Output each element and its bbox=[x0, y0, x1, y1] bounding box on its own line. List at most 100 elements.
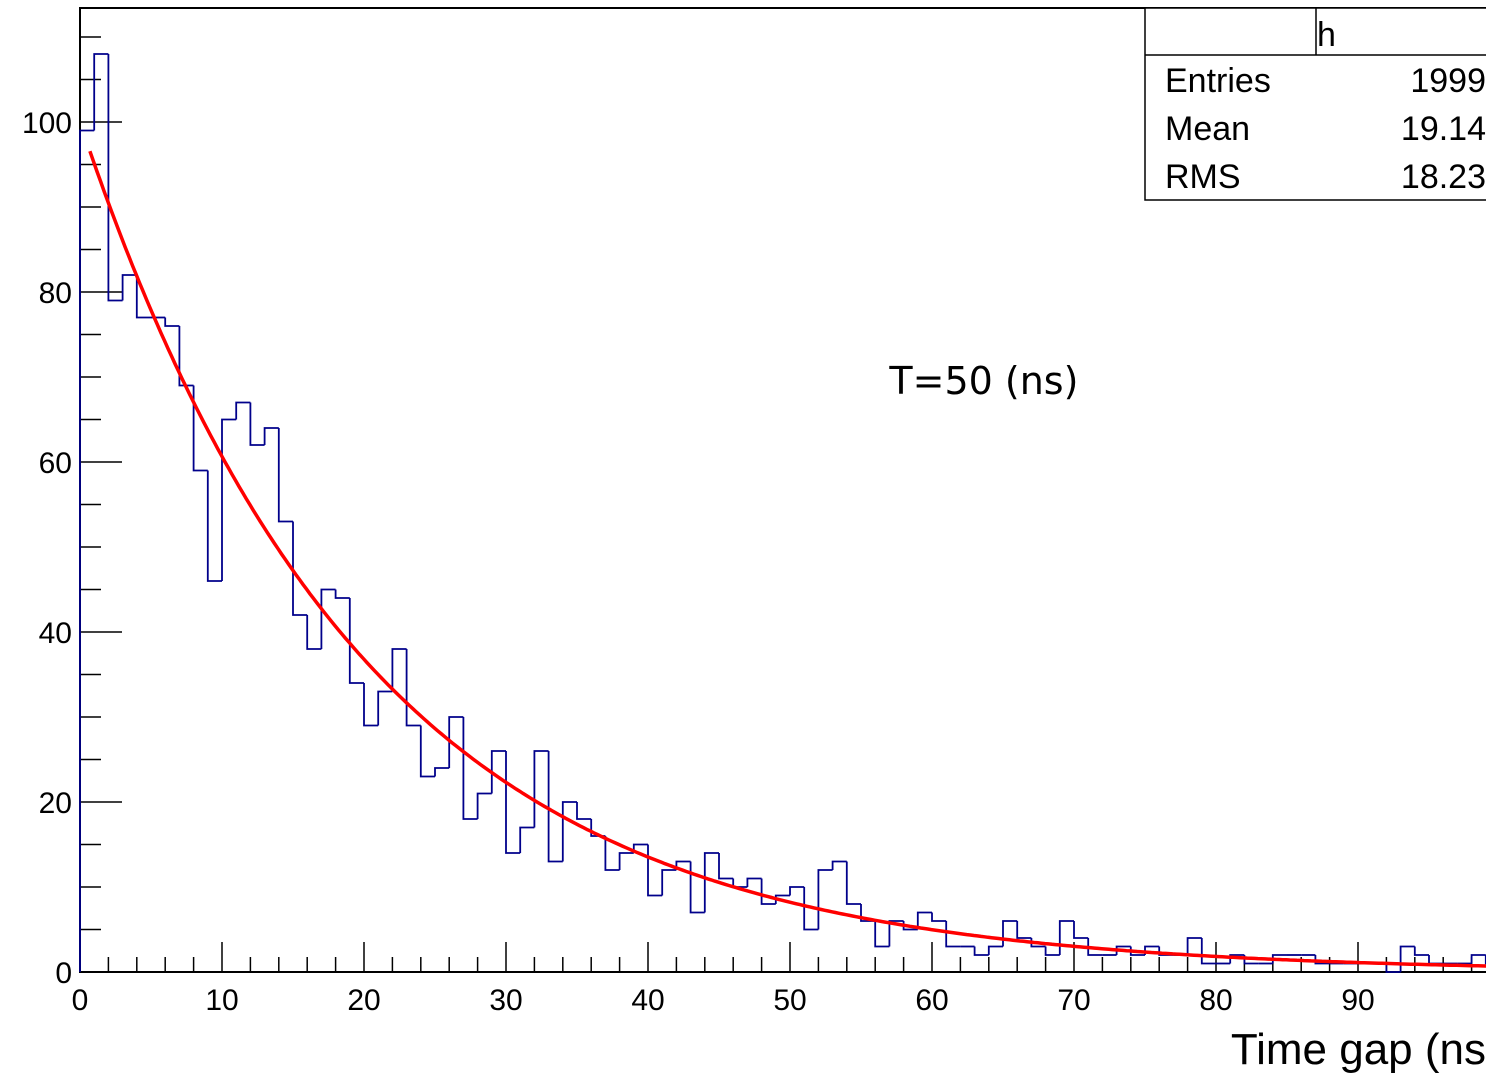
histogram-bin bbox=[419, 725, 435, 778]
histogram-bin bbox=[1413, 946, 1429, 956]
histogram-bin bbox=[746, 877, 762, 887]
fit-curve bbox=[88, 150, 1486, 968]
histogram-bin bbox=[845, 861, 861, 905]
stats-label-rms: RMS bbox=[1165, 158, 1241, 196]
histogram-bin bbox=[277, 428, 293, 523]
histogram-bin bbox=[1428, 955, 1444, 965]
histogram-bin bbox=[1087, 938, 1103, 956]
histogram-bin bbox=[987, 945, 1003, 955]
x-tick-label: 30 bbox=[489, 984, 522, 1017]
histogram-bin bbox=[320, 588, 336, 649]
histogram-bin bbox=[703, 852, 719, 913]
histogram-bin bbox=[945, 921, 961, 948]
histogram-bin bbox=[505, 751, 521, 854]
x-tick-label: 20 bbox=[347, 984, 380, 1017]
stats-box-name: h bbox=[1317, 16, 1336, 54]
y-tick-label: 100 bbox=[22, 107, 72, 140]
histogram-bin bbox=[1229, 954, 1245, 964]
y-tick-label: 40 bbox=[39, 617, 72, 650]
histogram-bin bbox=[647, 844, 663, 897]
histogram-bin bbox=[689, 861, 705, 914]
histogram-bin bbox=[178, 326, 194, 387]
x-tick-label: 10 bbox=[205, 984, 238, 1017]
histogram-bin bbox=[206, 470, 222, 582]
histogram-bin bbox=[888, 920, 904, 947]
y-axis: 0 20 40 60 80 100 bbox=[22, 36, 122, 990]
histogram-bin bbox=[1186, 937, 1202, 955]
histogram-bin bbox=[121, 274, 137, 301]
histogram-bin bbox=[618, 852, 634, 870]
histogram-bin bbox=[306, 615, 322, 650]
histogram-bin bbox=[405, 649, 421, 727]
annotations: T=50 (ns) bbox=[888, 359, 1078, 403]
histogram-bin bbox=[1073, 921, 1089, 939]
histogram-bin bbox=[1002, 920, 1018, 947]
stats-label-mean: Mean bbox=[1165, 110, 1250, 148]
annotation-text: T=50 (ns) bbox=[888, 359, 1078, 403]
histogram-bin bbox=[363, 683, 379, 727]
histogram-bin bbox=[490, 750, 506, 794]
histogram-bin bbox=[377, 690, 393, 726]
x-tick-label: 90 bbox=[1341, 984, 1374, 1017]
x-tick-label: 60 bbox=[915, 984, 948, 1017]
histogram-bin bbox=[1385, 963, 1401, 973]
histogram-bin bbox=[576, 802, 592, 820]
histogram-bin bbox=[774, 894, 790, 904]
x-tick-label: 0 bbox=[72, 984, 89, 1017]
stats-box-frame bbox=[1144, 7, 1486, 201]
histogram-bin bbox=[661, 869, 677, 896]
histogram-bin bbox=[391, 648, 407, 692]
histogram-series bbox=[79, 53, 1486, 973]
histogram-bin bbox=[916, 911, 932, 930]
histogram-bin bbox=[235, 401, 251, 420]
histogram-bin bbox=[448, 716, 464, 768]
histogram-bin bbox=[789, 886, 805, 896]
histogram-bin bbox=[192, 385, 208, 472]
histogram-bin bbox=[604, 836, 620, 871]
y-tick-label: 80 bbox=[39, 277, 72, 310]
x-tick-label: 70 bbox=[1057, 984, 1090, 1017]
x-axis-title: Time gap (ns bbox=[1231, 1025, 1486, 1074]
histogram-bin bbox=[221, 418, 237, 581]
y-tick-label: 0 bbox=[55, 957, 72, 990]
histogram-bin bbox=[1314, 955, 1330, 965]
histogram-bin bbox=[533, 750, 549, 828]
histogram-bin bbox=[434, 767, 450, 777]
histogram-bin bbox=[1200, 938, 1216, 965]
histogram-bin bbox=[462, 717, 478, 820]
stats-value-mean: 19.14 bbox=[1401, 110, 1486, 148]
x-tick-label: 80 bbox=[1199, 984, 1232, 1017]
histogram-bin bbox=[107, 54, 123, 302]
histogram-bin bbox=[561, 801, 577, 862]
fit-curve-series bbox=[88, 150, 1486, 968]
histogram-bin bbox=[1044, 946, 1060, 956]
histogram-bin bbox=[1115, 945, 1131, 955]
histogram-bin bbox=[292, 521, 308, 616]
stats-value-rms: 18.23 bbox=[1401, 158, 1486, 196]
x-tick-label: 40 bbox=[631, 984, 664, 1017]
y-tick-label: 60 bbox=[39, 447, 72, 480]
histogram-bin bbox=[718, 853, 734, 880]
histogram-bin bbox=[1399, 945, 1415, 972]
histogram-bin bbox=[476, 792, 492, 819]
histogram-bin bbox=[973, 946, 989, 956]
histogram-bin bbox=[931, 912, 947, 922]
histogram-bin bbox=[519, 826, 535, 853]
histogram-bin bbox=[1016, 921, 1032, 939]
histogram-bin bbox=[760, 878, 776, 905]
histogram-bin bbox=[803, 887, 819, 931]
x-tick-label: 50 bbox=[773, 984, 806, 1017]
histogram-bin bbox=[348, 598, 364, 684]
histogram-bin bbox=[249, 402, 265, 446]
y-tick-label: 20 bbox=[39, 787, 72, 820]
stats-box: h Entries 1999 Mean 19.14 RMS 18.23 bbox=[1144, 7, 1486, 201]
histogram-bin bbox=[1470, 954, 1486, 964]
stats-label-entries: Entries bbox=[1165, 62, 1271, 100]
histogram-bin bbox=[164, 317, 180, 327]
histogram-bin bbox=[1058, 920, 1074, 955]
histogram-bin bbox=[334, 589, 350, 599]
histogram-bin bbox=[547, 751, 563, 863]
histogram-bin bbox=[874, 921, 890, 948]
histogram-bin bbox=[263, 427, 279, 445]
